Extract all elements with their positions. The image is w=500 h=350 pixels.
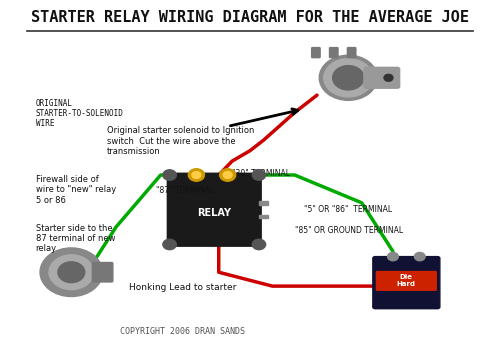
Circle shape — [220, 169, 236, 181]
Text: Firewall side of
wire to "new" relay
5 or 86: Firewall side of wire to "new" relay 5 o… — [36, 175, 116, 205]
FancyBboxPatch shape — [330, 48, 338, 58]
Circle shape — [163, 239, 176, 250]
Text: Die
Hard: Die Hard — [397, 274, 416, 287]
Text: COPYRIGHT 2006 DRAN SANDS: COPYRIGHT 2006 DRAN SANDS — [120, 327, 246, 336]
FancyBboxPatch shape — [348, 48, 356, 58]
Text: Honking Lead to starter: Honking Lead to starter — [130, 284, 236, 292]
Text: ORIGINAL
STARTER-TO-SOLENOID
WIRE: ORIGINAL STARTER-TO-SOLENOID WIRE — [36, 99, 124, 128]
FancyBboxPatch shape — [92, 262, 113, 282]
Circle shape — [388, 252, 398, 261]
Circle shape — [252, 239, 266, 250]
Ellipse shape — [49, 255, 94, 289]
Text: Starter side to the
87 terminal of new
relay: Starter side to the 87 terminal of new r… — [36, 224, 115, 253]
Ellipse shape — [324, 59, 373, 97]
Text: "85" OR GROUND TERMINAL: "85" OR GROUND TERMINAL — [294, 226, 403, 235]
FancyBboxPatch shape — [312, 48, 320, 58]
Circle shape — [414, 252, 425, 261]
FancyBboxPatch shape — [168, 173, 261, 246]
Circle shape — [163, 170, 176, 180]
Circle shape — [223, 172, 232, 178]
Ellipse shape — [332, 66, 364, 90]
Ellipse shape — [40, 248, 102, 296]
Text: "5" OR "86"  TERMINAL: "5" OR "86" TERMINAL — [304, 205, 392, 214]
Text: "30" TERMINAL: "30" TERMINAL — [232, 169, 290, 178]
FancyBboxPatch shape — [373, 257, 440, 309]
FancyBboxPatch shape — [376, 272, 436, 290]
Text: Original starter solenoid to Ignition
switch  Cut the wire above the
transmissio: Original starter solenoid to Ignition sw… — [107, 126, 255, 156]
Bar — [259, 215, 268, 218]
Circle shape — [188, 169, 204, 181]
Circle shape — [192, 172, 201, 178]
Ellipse shape — [58, 262, 84, 283]
Bar — [259, 201, 268, 204]
Circle shape — [252, 170, 266, 180]
Ellipse shape — [319, 55, 378, 100]
Text: STARTER RELAY WIRING DIAGRAM FOR THE AVERAGE JOE: STARTER RELAY WIRING DIAGRAM FOR THE AVE… — [31, 9, 469, 25]
Ellipse shape — [384, 74, 393, 81]
FancyBboxPatch shape — [364, 67, 400, 88]
Text: RELAY: RELAY — [198, 208, 232, 218]
Text: "87" TERMINAL: "87" TERMINAL — [156, 186, 214, 195]
